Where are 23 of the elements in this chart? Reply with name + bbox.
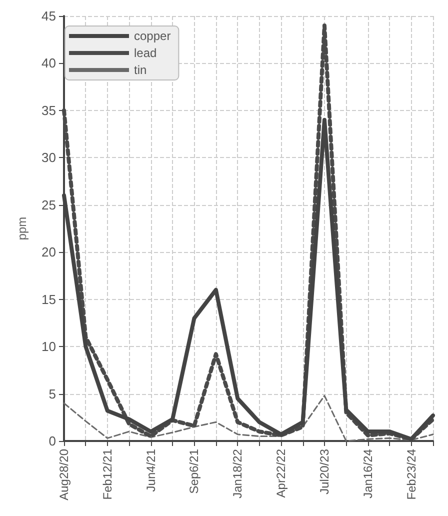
- y-tick-label: 15: [42, 292, 56, 307]
- x-tick-label: Feb12/21: [100, 448, 114, 500]
- y-tick-label: 35: [42, 102, 56, 118]
- x-tick-label: Aug28/20: [57, 448, 71, 500]
- y-tick-label: 40: [42, 56, 56, 71]
- legend-label: lead: [134, 46, 157, 60]
- y-tick-label: 30: [42, 150, 56, 166]
- y-tick-label: 5: [48, 386, 56, 402]
- y-tick-label: 25: [42, 197, 56, 212]
- x-tick-label: Jul20/23: [317, 448, 332, 494]
- x-tick-label: Jan18/22: [230, 448, 245, 498]
- y-tick-label: 0: [48, 434, 56, 448]
- x-tick-label: Sep6/21: [187, 448, 202, 494]
- x-tick-label: Apr22/22: [274, 448, 288, 498]
- x-tick-label: Jun4/21: [144, 448, 158, 492]
- legend-label: tin: [134, 63, 147, 77]
- y-tick-label: 20: [42, 244, 56, 260]
- x-tick-label: Feb23/24: [404, 448, 418, 500]
- y-tick-label: 10: [42, 339, 56, 354]
- legend-label: copper: [134, 29, 171, 43]
- x-tick-label: Jan16/24: [360, 448, 375, 498]
- y-tick-label: 45: [42, 8, 56, 24]
- y-axis-title: ppm: [15, 216, 29, 240]
